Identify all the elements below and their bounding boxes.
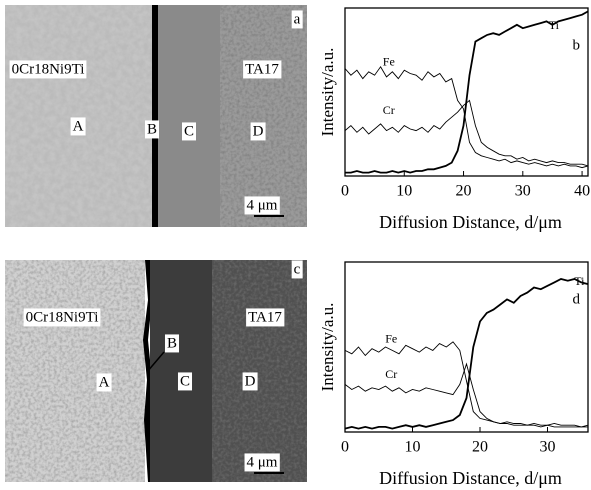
series-name: Cr	[383, 103, 395, 117]
region-label-box	[164, 334, 180, 353]
x-tick-label: 30	[515, 183, 531, 200]
x-tick-label: 30	[540, 439, 556, 456]
alloy-label-box	[246, 308, 285, 327]
series-line	[344, 341, 589, 428]
alloy-label: 0Cr18Ni9Ti	[12, 61, 85, 77]
x-axis-title: Diffusion Distance, d/μm	[379, 212, 562, 232]
region-label: A	[73, 118, 84, 134]
region-label: C	[180, 373, 190, 389]
x-tick-label: 20	[472, 439, 488, 456]
x-tick-label: 40	[574, 183, 590, 200]
region-label-box	[242, 372, 258, 391]
x-tick-label: 0	[341, 439, 349, 456]
panel-label-box	[291, 10, 303, 29]
series-line	[344, 65, 589, 169]
region-label-box	[250, 122, 266, 141]
region-label: A	[99, 374, 110, 390]
region-label: D	[245, 373, 256, 389]
y-axis-title: Intensity/a.u.	[318, 48, 337, 137]
alloy-label-box	[9, 60, 87, 79]
x-tick-label: 0	[341, 183, 349, 200]
region-label-box	[177, 372, 193, 391]
series-name: Ti	[574, 274, 585, 288]
series-name: Fe	[383, 54, 395, 68]
series-line	[344, 99, 589, 167]
alloy-label: 0Cr18Ni9Ti	[26, 309, 99, 325]
region-label: B	[167, 335, 177, 351]
alloy-label-box	[243, 60, 282, 79]
region-label: D	[253, 123, 264, 139]
region-label: B	[147, 121, 157, 137]
panel-label-box	[291, 260, 303, 279]
pointer	[146, 351, 165, 373]
scale-bar-label: 4 μm	[247, 197, 278, 213]
series-name: Ti	[549, 18, 560, 32]
region-label-box	[70, 117, 86, 136]
region-label-box	[96, 373, 112, 392]
series-name: Cr	[385, 367, 397, 381]
scale-bar-label-box	[244, 196, 280, 215]
panel-label: c	[294, 261, 301, 277]
x-tick-label: 10	[396, 183, 412, 200]
series-line	[344, 362, 588, 428]
series-line	[344, 278, 589, 430]
region-label: C	[184, 123, 194, 139]
region-label-box	[144, 120, 160, 139]
x-axis-title: Diffusion Distance, d/μm	[379, 468, 562, 488]
plot-frame	[344, 261, 589, 433]
region-label-box	[181, 122, 197, 141]
panel-label: d	[573, 291, 581, 307]
alloy-label-box	[23, 308, 101, 327]
alloy-label: TA17	[245, 61, 279, 77]
scale-bar-label-box	[244, 453, 280, 472]
series-line	[345, 10, 589, 174]
scale-bar-label: 4 μm	[247, 454, 278, 470]
panel-label: a	[294, 11, 301, 27]
micrograph-a	[5, 5, 307, 227]
micrograph-c	[5, 260, 307, 482]
alloy-label: TA17	[248, 309, 282, 325]
x-tick-label: 10	[405, 439, 421, 456]
panel-label: b	[573, 37, 581, 53]
series-name: Fe	[385, 331, 397, 345]
x-tick-label: 20	[456, 183, 472, 200]
y-axis-title: Intensity/a.u.	[318, 303, 337, 392]
plot-frame	[344, 7, 589, 177]
